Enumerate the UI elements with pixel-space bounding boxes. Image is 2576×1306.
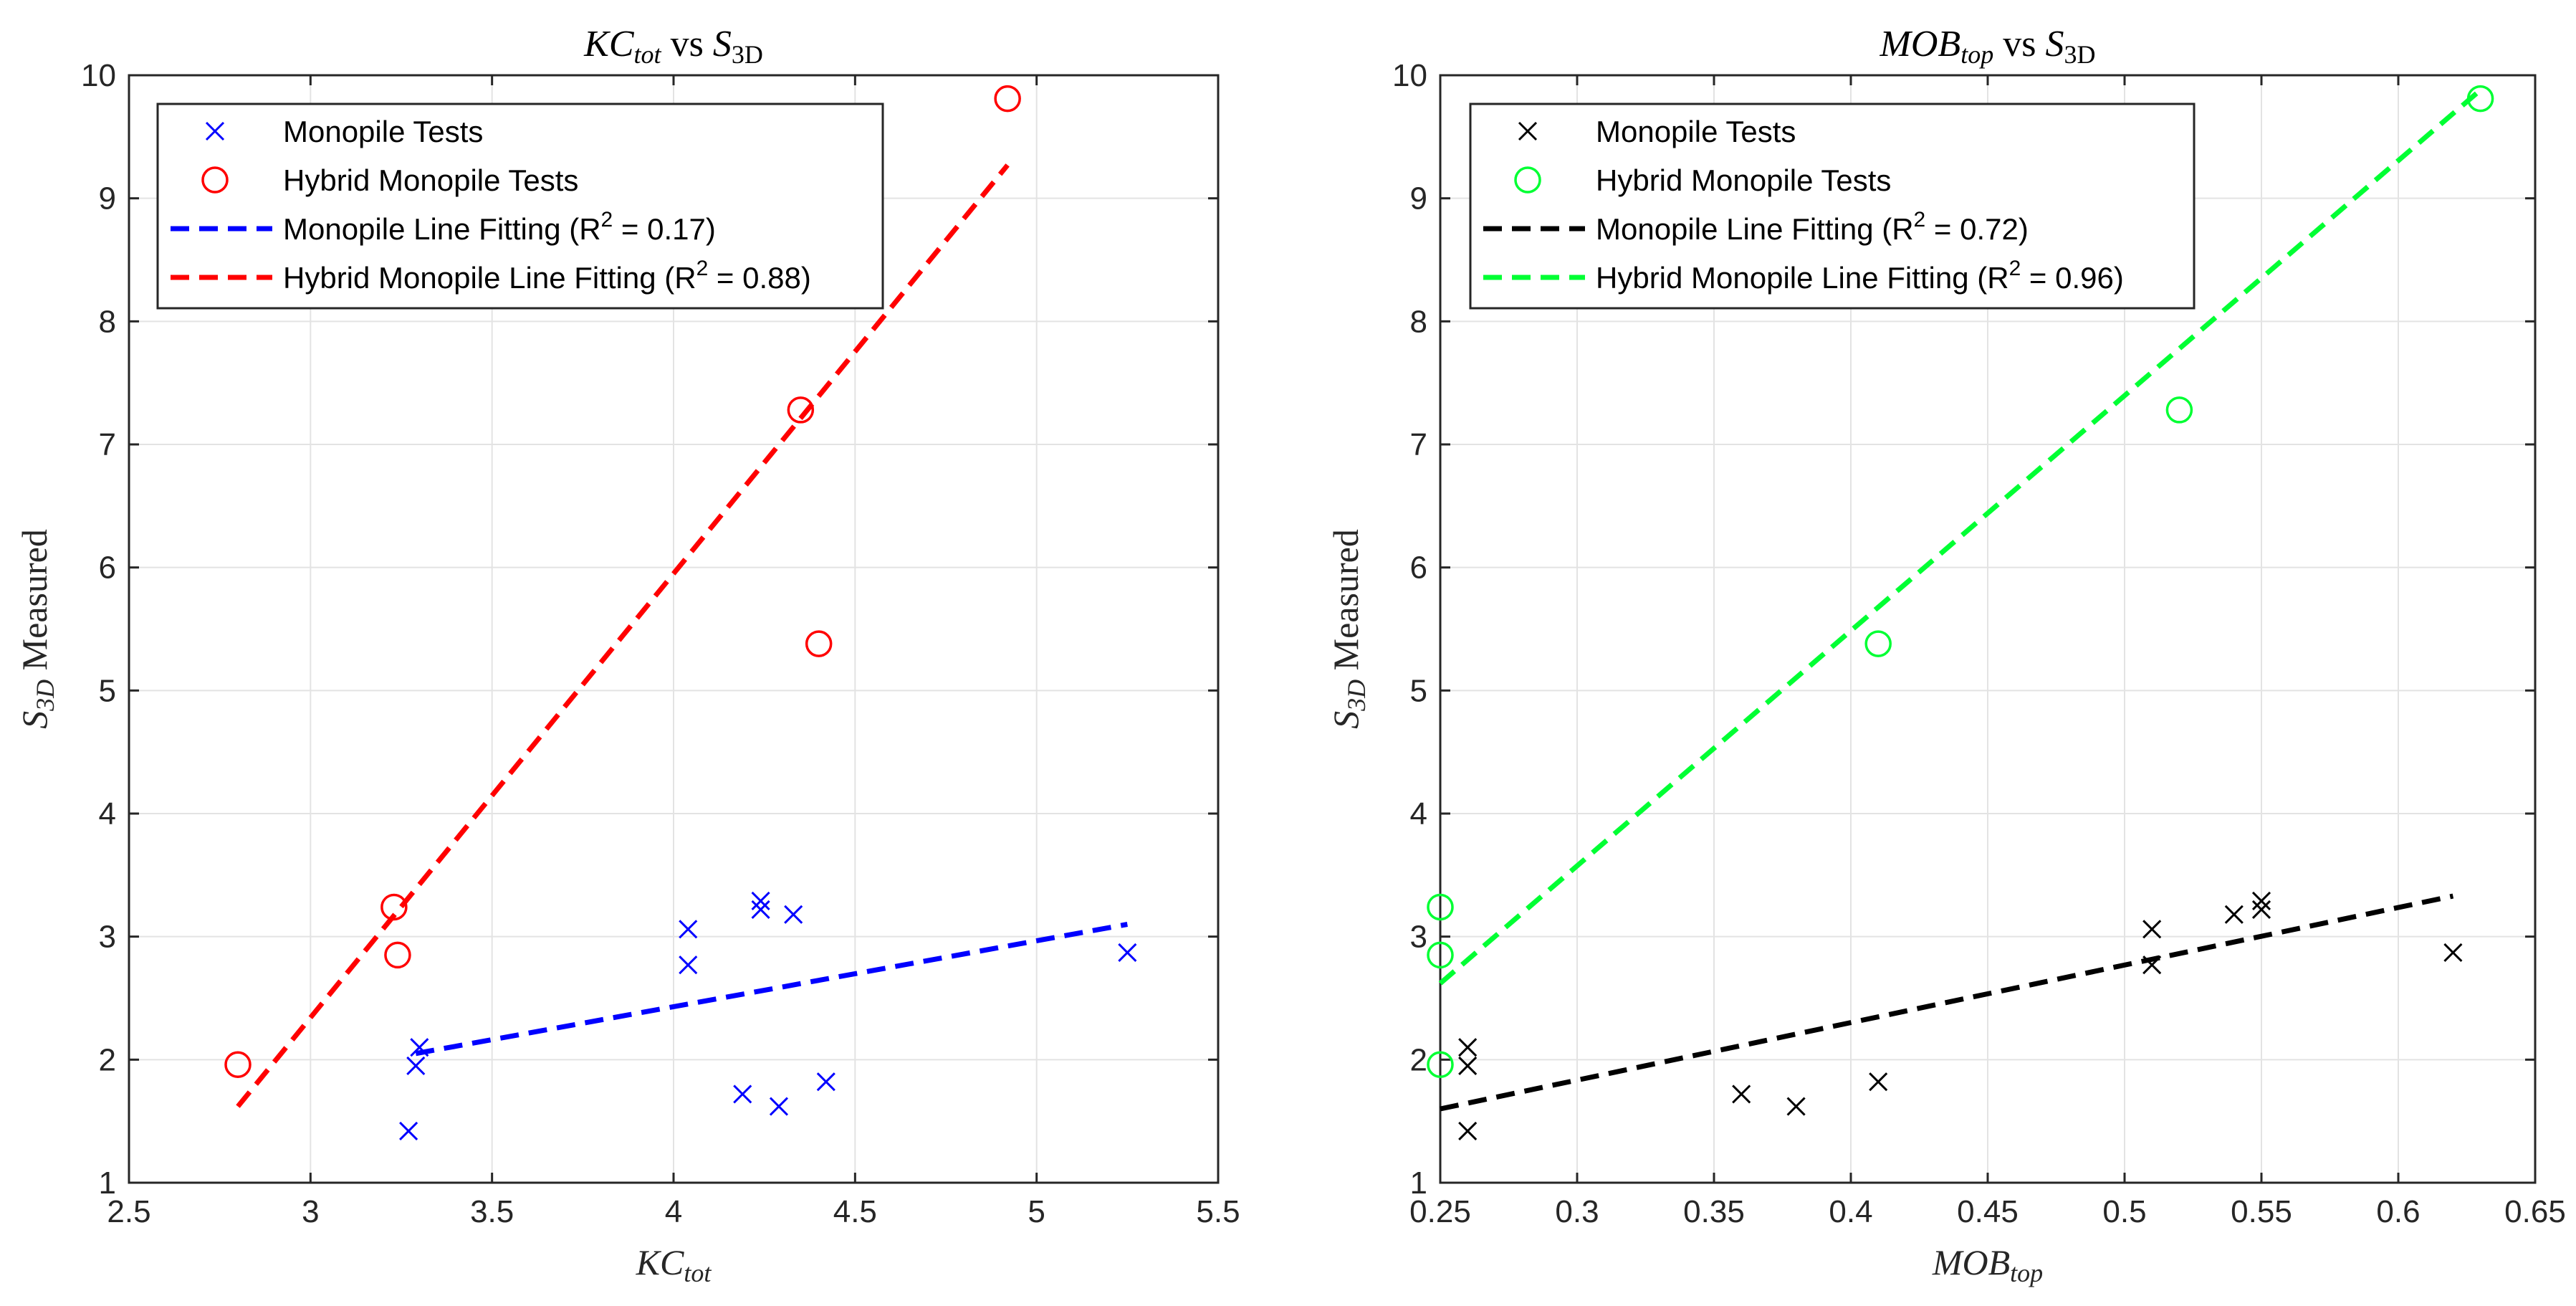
data-point-circle xyxy=(224,1051,252,1078)
y-tick-label: 3 xyxy=(1410,920,1427,955)
y-tick-label: 5 xyxy=(1410,673,1427,708)
data-point-cross xyxy=(2251,891,2271,910)
x-axis-label: MOBtop xyxy=(1932,1242,2043,1287)
data-point-cross xyxy=(1732,1085,1751,1104)
data-point-cross xyxy=(1458,1056,1478,1075)
data-point-cross xyxy=(784,905,803,924)
data-point-cross xyxy=(1869,1072,1888,1092)
data-point-cross xyxy=(679,920,698,939)
y-tick-label: 8 xyxy=(99,304,116,339)
y-tick-label: 2 xyxy=(99,1042,116,1077)
x-tick-label: 5 xyxy=(1028,1194,1045,1229)
data-point-cross xyxy=(751,900,770,919)
y-axis-label: S3D Measured xyxy=(1326,529,1371,729)
chart-title: MOBtop vs S3D xyxy=(1880,24,2096,69)
data-point-circle xyxy=(2466,85,2494,113)
x-tick-label: 0.45 xyxy=(1957,1194,2019,1229)
x-tick-label: 3.5 xyxy=(470,1194,514,1229)
x-tick-label: 5.5 xyxy=(1196,1194,1240,1229)
legend-entry-label: Hybrid Monopile Line Fitting (R2 = 0.96) xyxy=(1596,257,2124,295)
data-point-circle xyxy=(2165,396,2193,424)
y-tick-label: 3 xyxy=(99,920,116,955)
chart-panel-mob-top: 0.25 0.3 0.35 0.4 0.45 0.5 0.55 0.6 0.65 1 2 3 4 5 6 7 8… xyxy=(1326,24,2566,1287)
y-tick-label: 9 xyxy=(1410,181,1427,216)
legend-entry-label: Monopile Tests xyxy=(283,115,483,148)
data-point-cross xyxy=(679,955,698,975)
y-tick-label: 6 xyxy=(99,550,116,586)
y-tick-label: 7 xyxy=(1410,427,1427,462)
x-tick-label: 0.5 xyxy=(2102,1194,2146,1229)
data-point-cross xyxy=(410,1038,429,1057)
y-tick-label: 4 xyxy=(99,796,116,831)
data-point-circle xyxy=(1427,941,1454,969)
x-tick-label: 4.5 xyxy=(833,1194,877,1229)
x-tick-label: 0.3 xyxy=(1555,1194,1599,1229)
data-point-cross xyxy=(399,1121,418,1140)
x-tick-label: 0.65 xyxy=(2504,1194,2566,1229)
data-point-cross xyxy=(406,1056,426,1075)
data-point-cross xyxy=(1786,1097,1806,1116)
legend-symbol-circle xyxy=(1514,166,1541,194)
data-point-circle xyxy=(994,85,1021,113)
data-point-cross xyxy=(1458,1121,1478,1140)
data-point-cross xyxy=(2142,955,2162,975)
data-point-cross xyxy=(751,891,770,910)
y-tick-label: 10 xyxy=(81,58,116,93)
fit-line xyxy=(1440,893,2454,1112)
y-tick-label: 7 xyxy=(99,427,116,462)
x-tick-label: 4 xyxy=(665,1194,682,1229)
data-point-circle xyxy=(380,893,408,921)
legend-box xyxy=(156,103,884,310)
legend-symbol-circle xyxy=(201,166,229,194)
y-tick-label: 1 xyxy=(1410,1166,1427,1201)
data-point-cross xyxy=(2443,943,2463,963)
data-point-cross xyxy=(816,1072,835,1092)
legend: Monopile Tests Hybrid Monopile Tests Monop… xyxy=(156,103,884,310)
data-point-cross xyxy=(1118,943,1137,963)
x-tick-label: 0.4 xyxy=(1829,1194,1872,1229)
legend-entry-label: Monopile Line Fitting (R2 = 0.72) xyxy=(1596,208,2029,246)
data-point-cross xyxy=(1458,1038,1478,1057)
x-tick-label: 2.5 xyxy=(107,1194,150,1229)
legend-entry-label: Hybrid Monopile Line Fitting (R2 = 0.88) xyxy=(283,257,811,295)
legend-entry-label: Monopile Line Fitting (R2 = 0.17) xyxy=(283,208,716,246)
data-point-circle xyxy=(1427,893,1454,921)
fit-line xyxy=(236,163,1010,1108)
x-tick-label: 0.6 xyxy=(2376,1194,2420,1229)
y-tick-label: 1 xyxy=(99,1166,116,1201)
fit-line xyxy=(415,922,1128,1057)
x-tick-label: 0.35 xyxy=(1683,1194,1745,1229)
data-point-cross xyxy=(2224,905,2244,924)
y-tick-label: 2 xyxy=(1410,1042,1427,1077)
data-point-circle xyxy=(1864,630,1892,657)
x-tick-label: 3 xyxy=(302,1194,319,1229)
data-point-circle xyxy=(1427,1051,1454,1078)
legend-box xyxy=(1469,103,2196,310)
data-point-cross xyxy=(769,1097,788,1116)
legend-entry-label: Hybrid Monopile Tests xyxy=(283,163,578,197)
y-tick-label: 5 xyxy=(99,673,116,708)
x-tick-label: 0.55 xyxy=(2231,1194,2292,1229)
x-axis-label: KCtot xyxy=(636,1242,712,1287)
y-tick-label: 6 xyxy=(1410,550,1427,586)
chart-panel-kc-tot: 2.5 3 3.5 4 4.5 5 5.5 1 2 3 4 5 6 7 8 9 10 KCtot vs S3D KC… xyxy=(14,24,1240,1287)
y-tick-label: 4 xyxy=(1410,796,1427,831)
data-point-cross xyxy=(733,1085,752,1104)
data-point-circle xyxy=(805,630,833,657)
legend-entry-label: Hybrid Monopile Tests xyxy=(1596,163,1891,197)
y-tick-label: 8 xyxy=(1410,304,1427,339)
data-point-cross xyxy=(2142,920,2162,939)
chart-title: KCtot vs S3D xyxy=(583,24,763,69)
y-tick-label: 10 xyxy=(1392,58,1427,93)
data-point-circle xyxy=(384,941,411,969)
y-axis-label: S3D Measured xyxy=(14,529,59,729)
x-tick-label: 0.25 xyxy=(1409,1194,1471,1229)
data-point-circle xyxy=(787,396,815,424)
data-point-cross xyxy=(2251,900,2271,919)
legend-entry-label: Monopile Tests xyxy=(1596,115,1796,148)
legend: Monopile Tests Hybrid Monopile Tests Monop… xyxy=(1469,103,2196,310)
y-tick-label: 9 xyxy=(99,181,116,216)
